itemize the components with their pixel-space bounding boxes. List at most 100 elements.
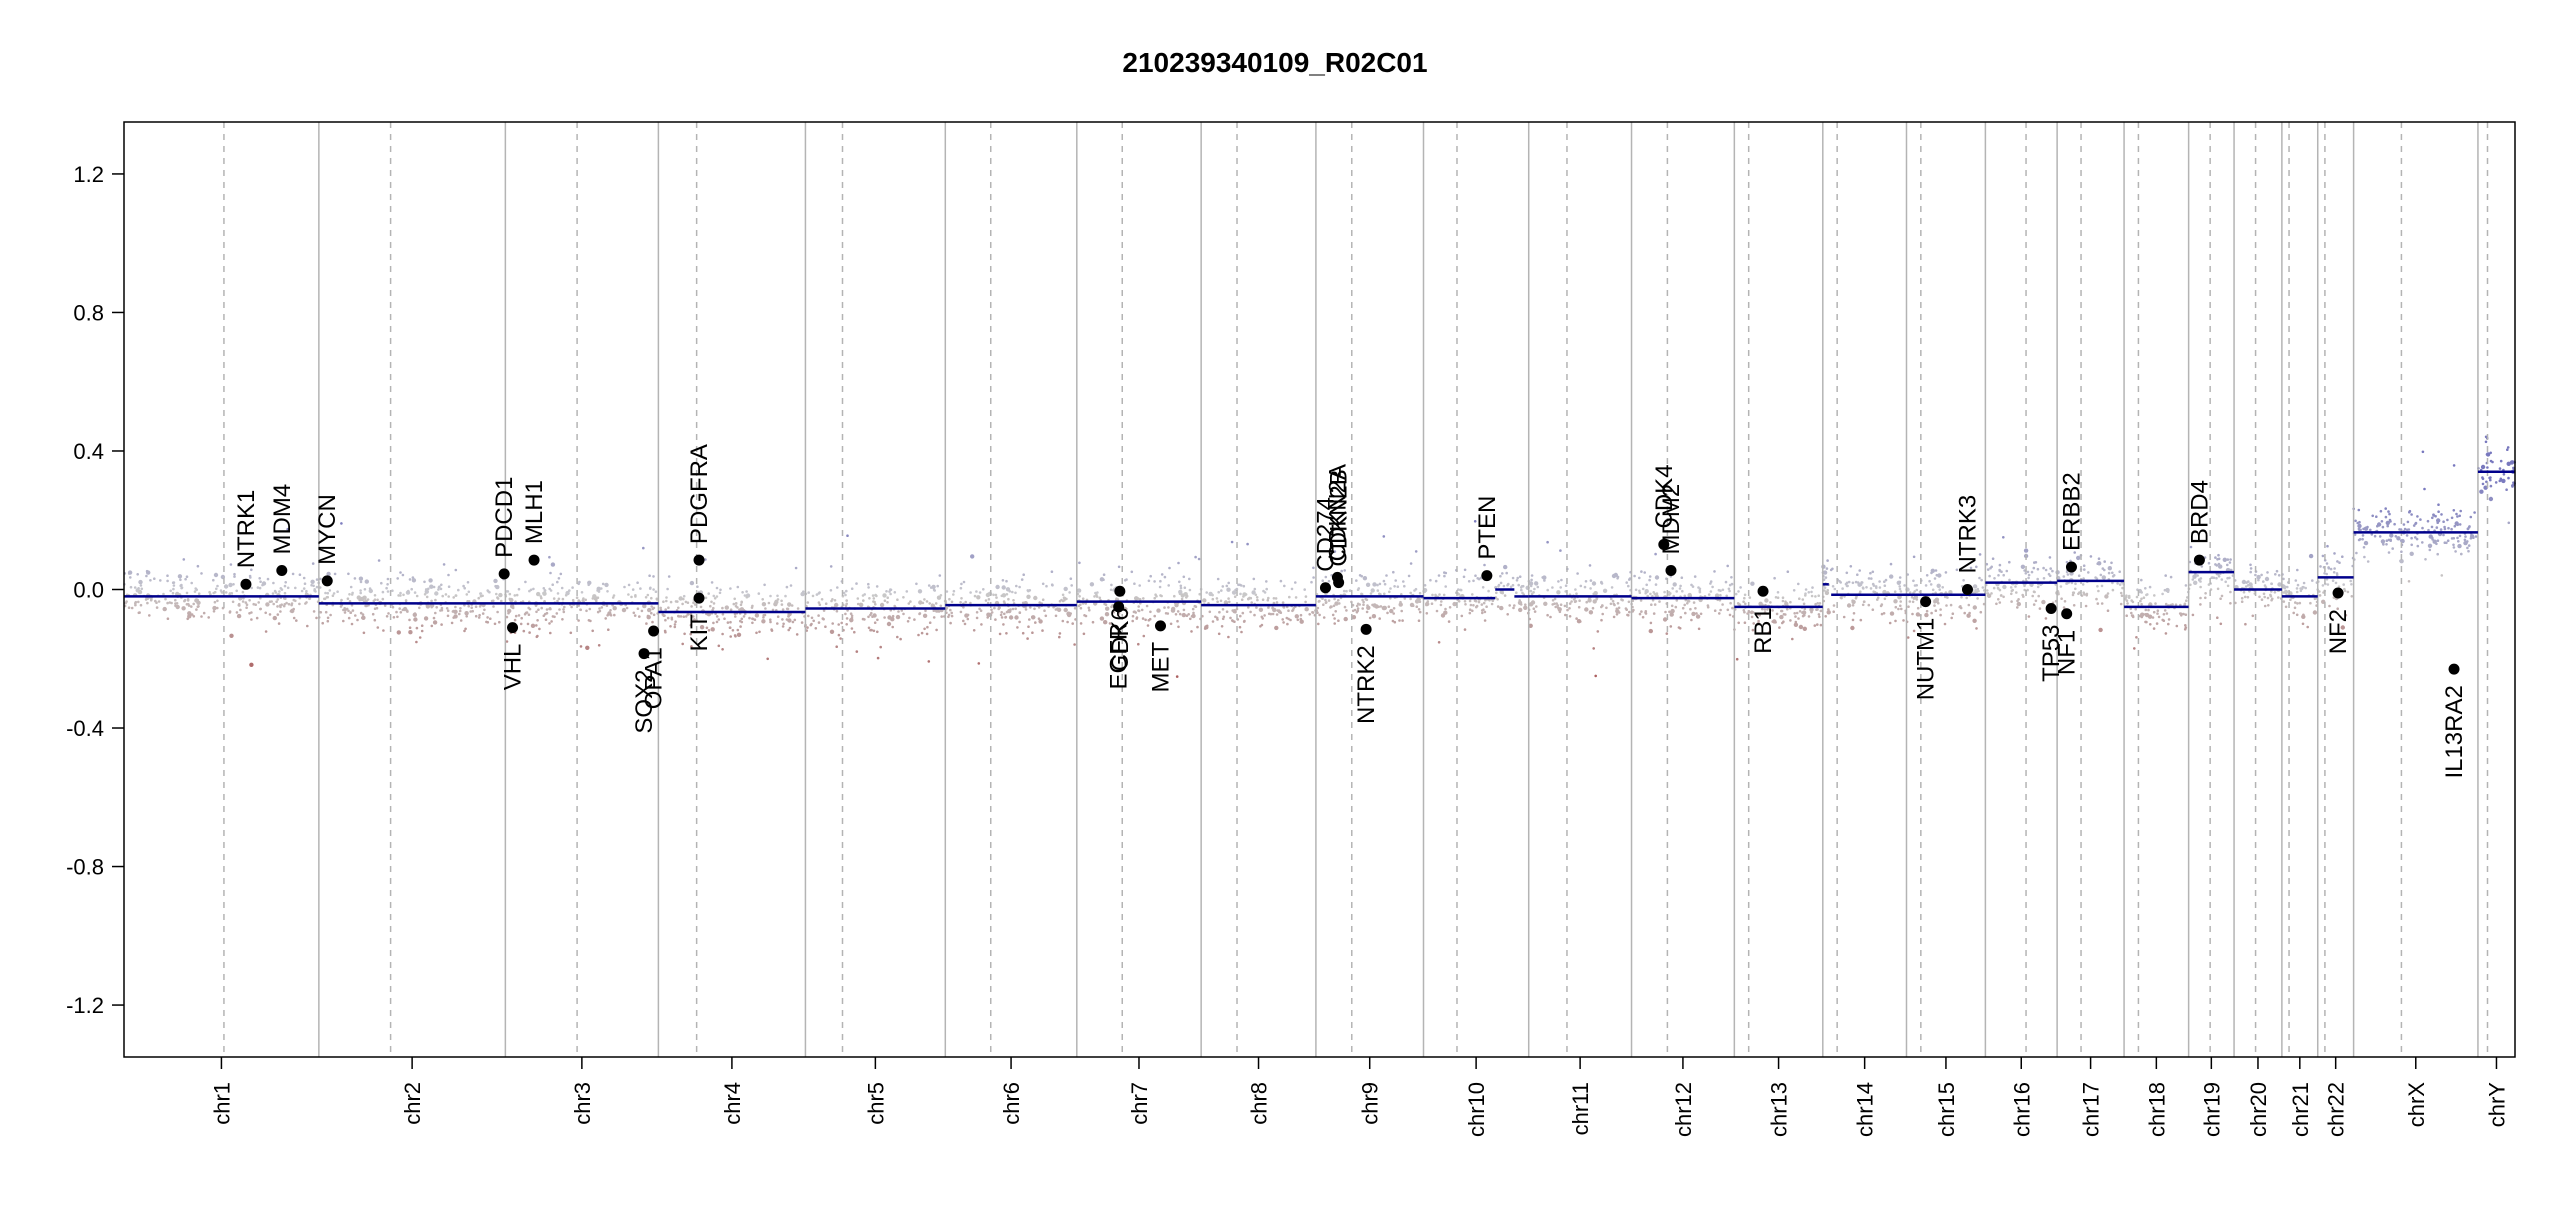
chromosome-label: chr3 bbox=[570, 1082, 595, 1125]
probe-point bbox=[2249, 567, 2253, 570]
probe-point bbox=[415, 594, 419, 598]
probe-point bbox=[1238, 583, 1242, 587]
probe-point bbox=[850, 627, 854, 630]
probe-point bbox=[939, 594, 943, 597]
probe-point bbox=[235, 611, 239, 614]
probe-point bbox=[907, 602, 911, 605]
probe-point bbox=[324, 610, 328, 614]
probe-point bbox=[2309, 601, 2312, 605]
probe-point bbox=[1912, 629, 1916, 633]
probe-point bbox=[1112, 611, 1115, 614]
probe-point bbox=[1235, 607, 1239, 611]
probe-point bbox=[1516, 576, 1519, 580]
probe-point bbox=[687, 613, 690, 616]
probe-point bbox=[563, 605, 566, 609]
probe-point bbox=[202, 611, 206, 615]
probe-point bbox=[196, 564, 200, 568]
probe-point bbox=[1782, 620, 1785, 623]
probe-point bbox=[806, 626, 809, 629]
probe-point bbox=[1215, 597, 1219, 600]
probe-point bbox=[1718, 612, 1721, 615]
probe-point bbox=[2164, 602, 2168, 606]
probe-point bbox=[392, 616, 396, 619]
probe-point bbox=[1976, 587, 1980, 591]
probe-point bbox=[1924, 584, 1928, 587]
probe-point bbox=[1593, 591, 1598, 596]
probe-point bbox=[1387, 605, 1391, 608]
probe-point bbox=[682, 597, 685, 601]
probe-point bbox=[1998, 588, 2002, 592]
probe-point bbox=[1512, 606, 1515, 610]
probe-point bbox=[408, 618, 411, 622]
probe-point bbox=[2156, 612, 2159, 615]
probe-point bbox=[681, 642, 684, 646]
probe-point bbox=[1638, 591, 1642, 594]
probe-point bbox=[1178, 612, 1182, 616]
probe-point bbox=[2164, 574, 2167, 577]
probe-point bbox=[952, 589, 956, 593]
probe-point bbox=[1418, 591, 1422, 595]
probe-point bbox=[1343, 605, 1347, 609]
probe-point bbox=[1334, 601, 1339, 606]
probe-point bbox=[1216, 600, 1219, 603]
probe-point bbox=[634, 595, 637, 598]
probe-point bbox=[2506, 448, 2509, 452]
probe-point bbox=[1824, 576, 1828, 579]
chromosome-label: chrX bbox=[2404, 1082, 2429, 1128]
probe-point bbox=[2072, 604, 2076, 607]
probe-point bbox=[315, 578, 319, 581]
probe-point bbox=[556, 599, 559, 603]
probe-point bbox=[2155, 622, 2159, 625]
probe-point bbox=[1610, 597, 1613, 601]
probe-point bbox=[2354, 519, 2357, 523]
probe-point bbox=[2063, 600, 2067, 603]
probe-point bbox=[1103, 602, 1106, 606]
probe-point bbox=[2387, 551, 2391, 554]
probe-point bbox=[1831, 585, 1835, 588]
probe-point bbox=[268, 613, 272, 616]
probe-point bbox=[1588, 597, 1591, 600]
probe-point bbox=[861, 617, 865, 621]
probe-point bbox=[1553, 597, 1557, 601]
probe-point bbox=[526, 622, 530, 626]
probe-point bbox=[1764, 598, 1769, 603]
probe-point bbox=[1318, 613, 1321, 617]
probe-point bbox=[850, 614, 854, 618]
probe-point bbox=[453, 614, 458, 619]
probe-point bbox=[1743, 593, 1747, 597]
probe-point bbox=[1978, 553, 1982, 556]
probe-point bbox=[148, 614, 151, 617]
probe-point bbox=[493, 578, 498, 584]
probe-point bbox=[292, 616, 296, 620]
probe-point bbox=[1758, 601, 1763, 606]
probe-point bbox=[734, 602, 738, 605]
probe-point bbox=[883, 599, 887, 602]
probe-point bbox=[333, 572, 337, 576]
probe-point bbox=[1149, 574, 1152, 578]
probe-point bbox=[277, 622, 281, 625]
probe-point bbox=[1463, 568, 1467, 572]
probe-point bbox=[1795, 611, 1799, 615]
probe-point bbox=[1939, 613, 1942, 617]
probe-point bbox=[1230, 540, 1234, 544]
probe-point bbox=[1617, 606, 1621, 610]
probe-point bbox=[215, 587, 218, 591]
probe-point bbox=[963, 622, 967, 626]
probe-point bbox=[2505, 488, 2508, 492]
probe-point bbox=[1825, 567, 1829, 570]
probe-point bbox=[540, 606, 543, 610]
probe-point bbox=[824, 625, 827, 628]
probe-point bbox=[1798, 597, 1801, 600]
probe-point bbox=[1447, 620, 1451, 623]
probe-point bbox=[790, 604, 794, 607]
probe-point bbox=[2191, 613, 2195, 617]
probe-point bbox=[1568, 615, 1572, 618]
probe-point bbox=[1434, 579, 1438, 583]
probe-point bbox=[137, 600, 140, 604]
probe-point bbox=[829, 565, 833, 568]
probe-point bbox=[1443, 571, 1446, 574]
probe-point bbox=[1609, 602, 1613, 606]
probe-point bbox=[732, 602, 736, 606]
probe-point bbox=[2381, 525, 2385, 529]
